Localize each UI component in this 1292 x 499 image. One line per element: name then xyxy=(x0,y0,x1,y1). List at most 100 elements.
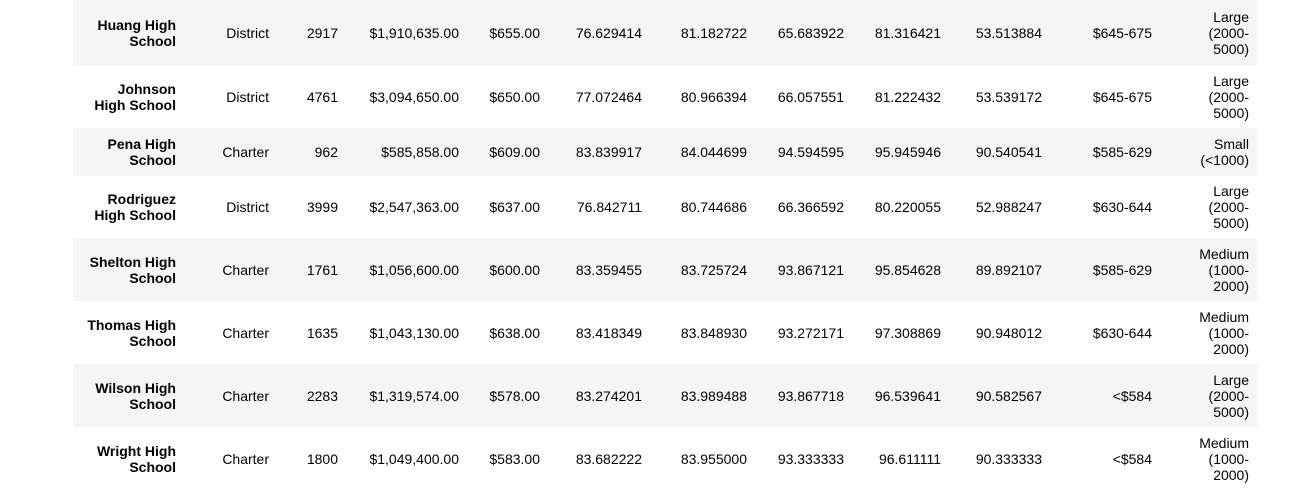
cell-total-students: 1635 xyxy=(306,324,338,341)
school-size-line: (<1000) xyxy=(1200,152,1249,168)
cell-school-size: Large (2000- 5000) xyxy=(1165,0,1257,66)
cell-school-size: Large (2000- 5000) xyxy=(1165,66,1257,128)
school-name-line: Shelton High xyxy=(89,253,176,270)
school-name-text: Wilson High School xyxy=(76,380,176,412)
school-summary-table: Huang High School District 2917 $1,910,635.0… xyxy=(73,0,1257,490)
cell-per-student-budget: $583.00 xyxy=(489,450,540,467)
table-row: Pena High School Charter 962 $585,858.00 $609… xyxy=(73,128,1257,176)
school-name-text: Thomas High School xyxy=(76,317,176,349)
cell-percent-passing-math: 93.867718 xyxy=(777,387,844,404)
school-size-line: Medium xyxy=(1199,308,1249,325)
cell-school-type: Charter xyxy=(222,324,269,341)
cell-school-size: Small (<1000) xyxy=(1165,128,1257,176)
cell-percent-passing-math: 66.366592 xyxy=(777,199,844,215)
school-size-line: (2000- xyxy=(1208,387,1249,404)
school-size-line: (2000- xyxy=(1208,199,1249,215)
cell-percent-passing-math: 65.683922 xyxy=(777,25,844,41)
table-body: Huang High School District 2917 $1,910,635.0… xyxy=(73,0,1257,490)
school-name-text: Johnson High School xyxy=(76,81,176,113)
cell-per-student-budget: $578.00 xyxy=(489,387,540,404)
school-size-text: Medium (1000- 2000) xyxy=(1189,246,1249,294)
cell-per-student-budget: $655.00 xyxy=(489,25,540,41)
school-size-line: 2000) xyxy=(1213,340,1249,357)
cell-total-budget: $2,547,363.00 xyxy=(369,199,459,215)
table-row: Shelton High School Charter 1761 $1,056,600.… xyxy=(73,238,1257,301)
cell-spending-range: $645-675 xyxy=(1092,89,1152,105)
school-name-line: Thomas High xyxy=(87,316,176,333)
school-name-line: High School xyxy=(94,207,176,223)
school-name-line: Wilson High xyxy=(95,379,176,396)
cell-total-students: 962 xyxy=(314,144,338,160)
school-size-line: 2000) xyxy=(1213,466,1249,483)
school-size-line: (2000- xyxy=(1208,25,1249,41)
school-name-text: Wright High School xyxy=(76,443,176,475)
cell-average-math-score: 83.274201 xyxy=(575,387,642,404)
cell-total-students: 2917 xyxy=(306,25,338,41)
cell-school-type: District xyxy=(226,25,269,41)
cell-total-students: 2283 xyxy=(306,387,338,404)
cell-average-math-score: 76.842711 xyxy=(576,199,642,215)
cell-percent-overall-passing: 52.988247 xyxy=(975,199,1042,215)
school-size-line: (2000- xyxy=(1208,89,1249,105)
cell-average-reading-score: 80.744686 xyxy=(680,199,747,215)
cell-average-reading-score: 83.955000 xyxy=(680,450,747,467)
cell-school-type: Charter xyxy=(222,144,269,160)
cell-average-math-score: 83.418349 xyxy=(575,324,642,341)
school-name-line: School xyxy=(129,332,176,349)
cell-percent-overall-passing: 89.892107 xyxy=(975,261,1042,278)
row-header-school-name: Wright High School xyxy=(73,427,183,490)
cell-spending-range: $630-644 xyxy=(1092,324,1152,341)
school-size-line: 5000) xyxy=(1213,105,1249,121)
cell-school-size: Medium (1000- 2000) xyxy=(1165,238,1257,301)
cell-average-reading-score: 83.848930 xyxy=(680,324,747,341)
cell-percent-passing-reading: 96.611111 xyxy=(878,450,941,467)
table-row: Rodriguez High School District 3999 $2,547,3… xyxy=(73,176,1257,238)
cell-total-students: 1761 xyxy=(306,261,338,278)
school-name-line: School xyxy=(129,152,176,168)
cell-percent-passing-reading: 95.854628 xyxy=(874,261,941,278)
school-name-line: School xyxy=(129,33,176,49)
school-name-text: Pena High School xyxy=(76,136,176,168)
cell-per-student-budget: $609.00 xyxy=(489,144,540,160)
cell-school-type: Charter xyxy=(222,387,269,404)
cell-average-reading-score: 80.966394 xyxy=(680,89,747,105)
cell-school-size: Large (2000- 5000) xyxy=(1165,176,1257,238)
school-size-line: 5000) xyxy=(1213,403,1249,420)
school-name-line: School xyxy=(129,269,176,286)
cell-percent-passing-reading: 80.220055 xyxy=(874,199,941,215)
school-size-text: Small (<1000) xyxy=(1189,136,1249,168)
school-name-text: Rodriguez High School xyxy=(76,191,176,223)
cell-spending-range: $645-675 xyxy=(1092,25,1152,41)
cell-spending-range: $630-644 xyxy=(1092,199,1152,215)
row-header-school-name: Huang High School xyxy=(73,0,183,66)
cell-percent-passing-reading: 97.308869 xyxy=(874,324,941,341)
cell-total-students: 3999 xyxy=(306,199,338,215)
school-size-line: Medium xyxy=(1199,245,1249,262)
cell-school-type: Charter xyxy=(222,261,269,278)
cell-average-math-score: 83.839917 xyxy=(575,144,642,160)
table-row: Wright High School Charter 1800 $1,049,400.0… xyxy=(73,427,1257,490)
cell-total-budget: $1,049,400.00 xyxy=(369,450,459,467)
school-size-line: 5000) xyxy=(1213,41,1249,57)
school-name-text: Huang High School xyxy=(76,17,176,49)
row-header-school-name: Rodriguez High School xyxy=(73,176,183,238)
cell-percent-passing-reading: 95.945946 xyxy=(874,144,941,160)
cell-percent-overall-passing: 90.333333 xyxy=(975,450,1042,467)
cell-total-budget: $1,319,574.00 xyxy=(369,387,459,404)
table-row: Johnson High School District 4761 $3,094,650… xyxy=(73,66,1257,128)
cell-spending-range: <$584 xyxy=(1112,387,1152,404)
cell-per-student-budget: $650.00 xyxy=(489,89,540,105)
row-header-school-name: Johnson High School xyxy=(73,66,183,128)
cell-total-students: 4761 xyxy=(306,89,338,105)
school-name-text: Shelton High School xyxy=(76,254,176,286)
cell-percent-overall-passing: 53.539172 xyxy=(975,89,1042,105)
school-size-line: (1000- xyxy=(1208,324,1249,341)
table-row: Thomas High School Charter 1635 $1,043,130.0… xyxy=(73,301,1257,364)
cell-school-type: District xyxy=(226,89,269,105)
cell-total-budget: $3,094,650.00 xyxy=(369,89,459,105)
cell-spending-range: $585-629 xyxy=(1092,261,1152,278)
cell-percent-passing-math: 93.867121 xyxy=(777,261,844,278)
school-size-text: Large (2000- 5000) xyxy=(1189,73,1249,121)
school-size-line: Large xyxy=(1213,73,1249,89)
cell-average-math-score: 83.359455 xyxy=(575,261,642,278)
